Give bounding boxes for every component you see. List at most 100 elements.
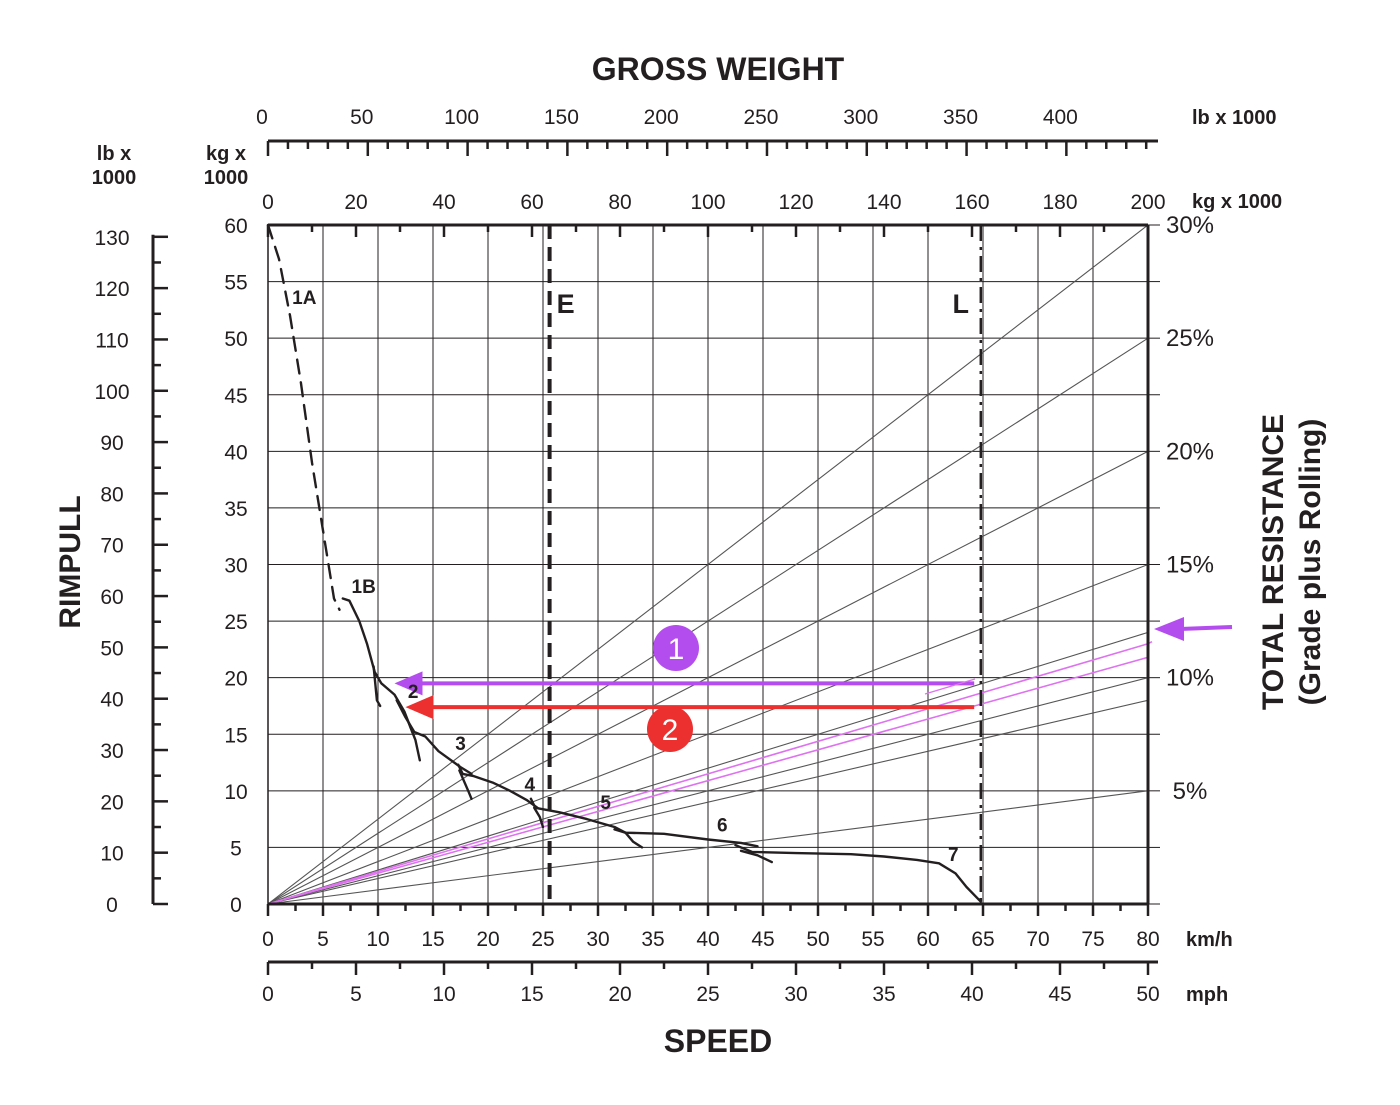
reference-lines-layer [547,225,983,904]
unit-bottom-kmh: km/h [1186,929,1233,951]
gear-curve-4-tail [533,806,545,829]
highlighted-resistance-line [267,656,1149,905]
gear-curve-1B-tail [372,665,382,708]
weight-lb-tick-label: 200 [644,106,679,129]
rimpull-lb-tick-label: 50 [100,637,123,660]
speed-kmh-tick-label: 30 [586,928,609,951]
unit-left-kg-1: kg x [206,143,246,165]
rimpull-kg-tick-label: 30 [224,555,247,578]
weight-lb-tick-label: 50 [350,106,373,129]
rimpull-kg-tick-label: 5 [230,837,242,860]
gear-curve-3 [457,763,539,809]
resistance-label: 25% [1166,325,1214,352]
gear-curve-5-tail [624,831,644,849]
gear-label: 4 [525,775,536,796]
resistance-lines-layer [267,224,1153,905]
speed-kmh-tick-label: 55 [861,928,884,951]
rimpull-lb-tick-label: 100 [94,381,129,404]
resistance-label: 20% [1166,438,1214,465]
speed-kmh-tick-label: 40 [696,928,719,951]
gear-curve-4 [529,797,627,834]
speed-kmh-tick-label: 75 [1081,928,1104,951]
weight-lb-tick-label: 150 [544,106,579,129]
gear-label: 1A [292,288,317,309]
gear-curve-6 [734,844,982,903]
unit-left-kg-2: 1000 [204,167,249,189]
speed-mph-tick-label: 25 [696,983,719,1006]
gear-label: 2 [408,682,419,703]
rimpull-lb-tick-label: 130 [94,227,129,250]
speed-mph-tick-label: 15 [520,983,543,1006]
rimpull-kg-tick-label: 10 [224,781,247,804]
annotation-connector [924,678,976,695]
speed-mph-tick-label: 35 [872,983,895,1006]
annotation-marker-number: 2 [662,714,679,747]
speed-mph-tick-label: 45 [1048,983,1071,1006]
speed-kmh-tick-label: 80 [1136,928,1159,951]
reference-label-e: E [557,289,575,319]
annotation-layer: 12 [394,617,1233,752]
resistance-line [267,631,1149,905]
speed-kmh-tick-label: 10 [366,928,389,951]
weight-kg-tick-label: 140 [866,191,901,214]
speed-mph-tick-label: 10 [432,983,455,1006]
entry-arrow-shaft [1179,625,1233,631]
rimpull-kg-tick-label: 15 [224,724,247,747]
unit-left-lb-1: lb x [97,143,131,165]
weight-kg-tick-label: 120 [778,191,813,214]
annotation-marker-circle [647,706,693,752]
weight-kg-tick-label: 0 [262,191,274,214]
unit-left-lb-2: 1000 [92,167,137,189]
weight-lb-tick-label: 0 [256,106,268,129]
speed-kmh-tick-label: 45 [751,928,774,951]
y-axis-title: RIMPULL [54,495,87,628]
weight-kg-tick-label: 160 [954,191,989,214]
resistance-label: 30% [1166,212,1214,239]
gear-curve-5 [613,828,759,848]
speed-kmh-tick-label: 15 [421,928,444,951]
weight-lb-tick-label: 100 [444,106,479,129]
resistance-line [267,699,1149,905]
weight-lb-tick-label: 400 [1043,106,1078,129]
gear-curve-6-tail [739,849,773,864]
gear-curve-3-tail [458,769,473,800]
speed-kmh-tick-label: 60 [916,928,939,951]
rimpull-lb-tick-label: 20 [100,791,123,814]
speed-kmh-tick-label: 0 [262,928,274,951]
unit-bottom-mph: mph [1186,984,1228,1006]
rimpull-kg-tick-label: 40 [224,441,247,464]
weight-kg-tick-label: 200 [1130,191,1165,214]
resistance-line [267,563,1149,905]
entry-arrow-head [1154,617,1184,641]
weight-lb-tick-label: 250 [743,106,778,129]
resistance-line [267,224,1149,905]
rimpull-kg-tick-label: 50 [224,328,247,351]
gear-label: 5 [600,793,611,814]
speed-kmh-tick-label: 5 [317,928,329,951]
resistance-label: 15% [1166,552,1214,579]
speed-mph-tick-label: 30 [784,983,807,1006]
resistance-line [267,790,1149,905]
rimpull-lb-tick-label: 40 [100,689,123,712]
gear-curve-1A [266,223,341,611]
right-axis-title-line2: (Grade plus Rolling) [1294,419,1327,706]
annotation-arrow-head [394,671,423,696]
speed-kmh-tick-label: 35 [641,928,664,951]
rimpull-kg-tick-label: 35 [224,498,247,521]
rimpull-lb-tick-label: 30 [100,740,123,763]
gear-curves-layer [266,223,982,903]
rimpull-kg-tick-label: 20 [224,668,247,691]
resistance-line [267,337,1149,905]
highlighted-resistance-line [267,642,1149,905]
weight-kg-tick-label: 60 [520,191,543,214]
weight-kg-tick-label: 80 [608,191,631,214]
weight-lb-tick-label: 350 [943,106,978,129]
speed-kmh-tick-label: 25 [531,928,554,951]
rimpull-kg-tick-label: 60 [224,215,247,238]
gear-label: 1B [352,577,376,598]
rimpull-lb-tick-label: 10 [100,843,123,866]
x-axis-title: SPEED [664,1023,772,1059]
resistance-line [267,677,1149,905]
gear-label: 3 [455,734,466,755]
